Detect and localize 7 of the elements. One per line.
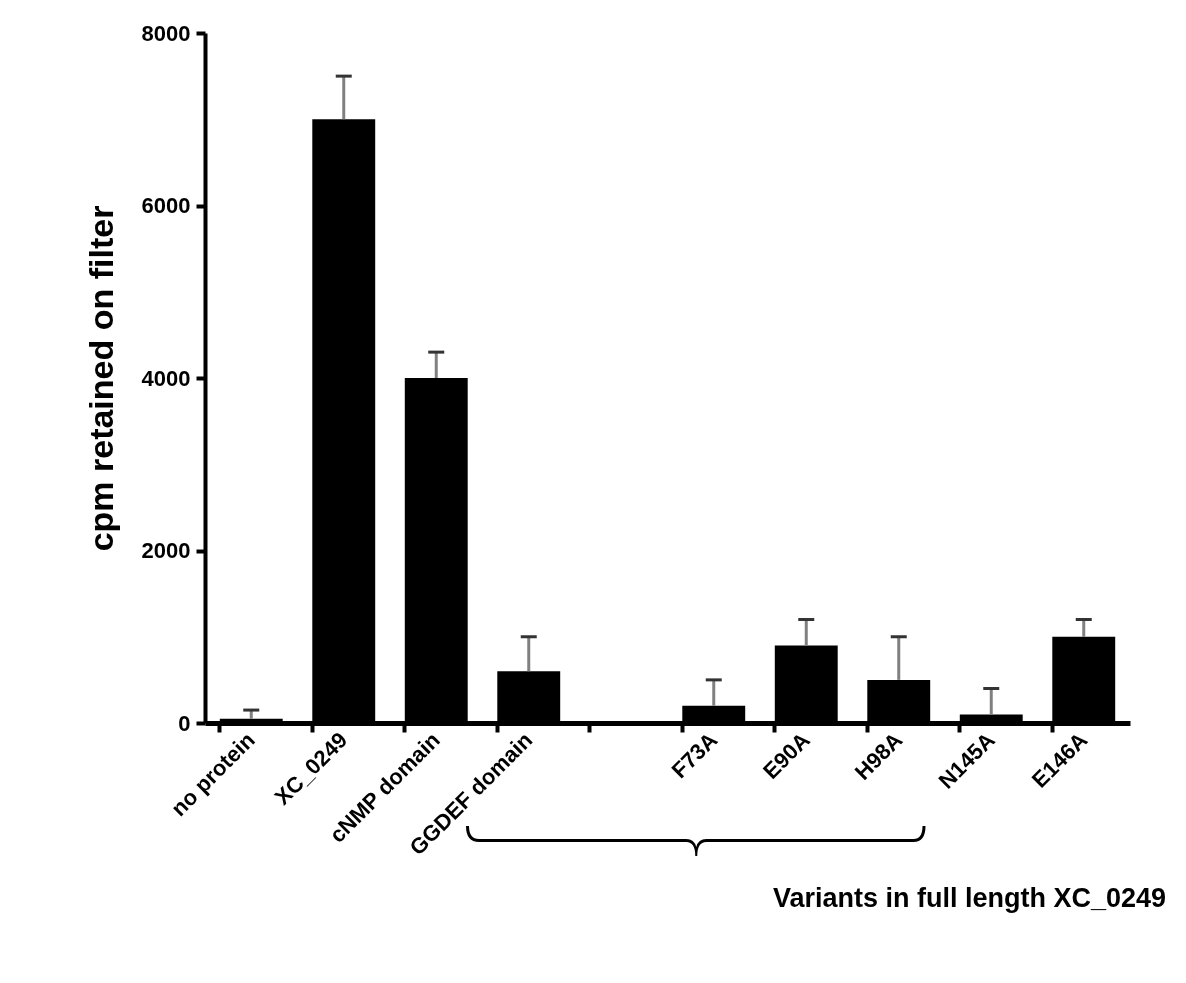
text: Variants in full length XC_0249 xyxy=(772,883,1166,914)
y-tick-label: 2000 xyxy=(141,538,191,563)
y-tick-label: 8000 xyxy=(141,20,191,46)
y-axis-title: cpm retained on filter xyxy=(81,205,120,552)
y-tick-label: 4000 xyxy=(141,365,191,391)
y-tick-label: 6000 xyxy=(141,193,191,218)
y-tick-label: 0 xyxy=(178,710,191,736)
